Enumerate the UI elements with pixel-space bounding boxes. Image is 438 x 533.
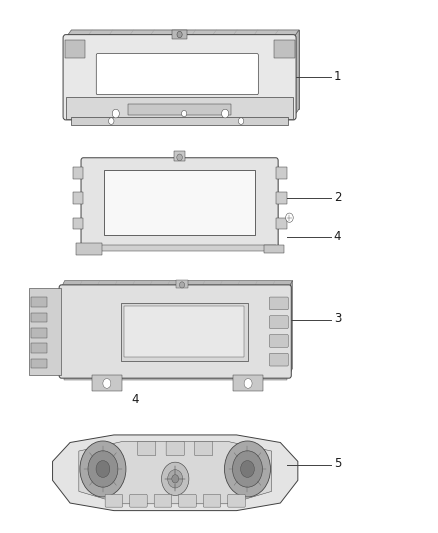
Bar — [64, 40, 85, 58]
FancyBboxPatch shape — [228, 495, 245, 507]
FancyBboxPatch shape — [269, 335, 288, 348]
Bar — [66, 97, 293, 119]
FancyBboxPatch shape — [105, 495, 123, 507]
Bar — [75, 243, 102, 255]
Circle shape — [172, 475, 179, 483]
Circle shape — [240, 461, 254, 478]
Bar — [92, 376, 122, 391]
Bar — [128, 104, 231, 115]
FancyBboxPatch shape — [269, 297, 288, 310]
Bar — [265, 245, 284, 253]
Circle shape — [112, 109, 120, 118]
Text: 5: 5 — [334, 457, 341, 470]
Text: 3: 3 — [334, 312, 341, 325]
Circle shape — [233, 451, 262, 487]
Circle shape — [177, 154, 182, 161]
Bar — [83, 245, 276, 252]
FancyBboxPatch shape — [81, 158, 278, 247]
Text: 1: 1 — [334, 70, 341, 83]
Bar — [73, 217, 83, 230]
Circle shape — [238, 118, 244, 124]
Bar — [276, 217, 286, 230]
FancyBboxPatch shape — [59, 285, 291, 378]
Circle shape — [80, 441, 126, 497]
Bar — [276, 192, 286, 204]
Circle shape — [162, 462, 189, 496]
Circle shape — [96, 461, 110, 478]
Polygon shape — [61, 280, 293, 288]
Bar — [31, 343, 47, 353]
Bar — [71, 30, 299, 109]
Bar — [73, 167, 83, 179]
Bar — [174, 151, 185, 161]
Circle shape — [286, 213, 293, 222]
Circle shape — [88, 451, 118, 487]
Bar — [176, 280, 188, 288]
Bar — [71, 117, 288, 125]
Polygon shape — [293, 30, 299, 117]
FancyBboxPatch shape — [269, 353, 288, 366]
Bar — [124, 306, 244, 357]
Bar — [73, 192, 83, 204]
Bar — [274, 40, 295, 58]
Bar — [31, 359, 47, 368]
Circle shape — [224, 441, 271, 497]
Bar — [64, 374, 287, 380]
FancyBboxPatch shape — [96, 54, 258, 95]
Text: 4: 4 — [334, 230, 341, 243]
FancyBboxPatch shape — [63, 35, 296, 120]
PathPatch shape — [79, 442, 272, 504]
Bar — [29, 288, 61, 375]
Bar — [233, 376, 263, 391]
FancyBboxPatch shape — [179, 495, 196, 507]
FancyBboxPatch shape — [194, 441, 213, 456]
Bar — [276, 167, 286, 179]
Polygon shape — [289, 280, 293, 375]
Bar — [31, 328, 47, 338]
Bar — [31, 297, 47, 307]
FancyBboxPatch shape — [130, 495, 147, 507]
FancyBboxPatch shape — [166, 441, 184, 456]
Circle shape — [244, 378, 252, 388]
Bar — [120, 303, 248, 360]
PathPatch shape — [53, 435, 298, 511]
FancyBboxPatch shape — [269, 316, 288, 328]
Polygon shape — [66, 30, 299, 38]
Text: 4: 4 — [131, 393, 139, 406]
Bar — [85, 165, 278, 249]
Circle shape — [177, 31, 182, 38]
Bar — [104, 169, 255, 236]
Circle shape — [109, 118, 114, 124]
Bar — [172, 30, 187, 39]
Bar — [31, 313, 47, 322]
FancyBboxPatch shape — [203, 495, 221, 507]
Text: 2: 2 — [334, 191, 341, 204]
Circle shape — [222, 109, 229, 118]
Circle shape — [168, 470, 183, 488]
Circle shape — [181, 110, 187, 117]
Circle shape — [180, 282, 184, 288]
FancyBboxPatch shape — [138, 441, 156, 456]
Circle shape — [103, 378, 111, 388]
FancyBboxPatch shape — [154, 495, 172, 507]
